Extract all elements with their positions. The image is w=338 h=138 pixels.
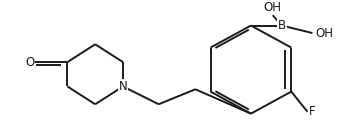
Text: F: F — [309, 105, 316, 118]
Text: B: B — [277, 19, 286, 32]
Text: OH: OH — [316, 26, 334, 40]
Text: OH: OH — [264, 1, 282, 14]
Text: O: O — [25, 56, 34, 69]
Text: N: N — [119, 80, 127, 93]
